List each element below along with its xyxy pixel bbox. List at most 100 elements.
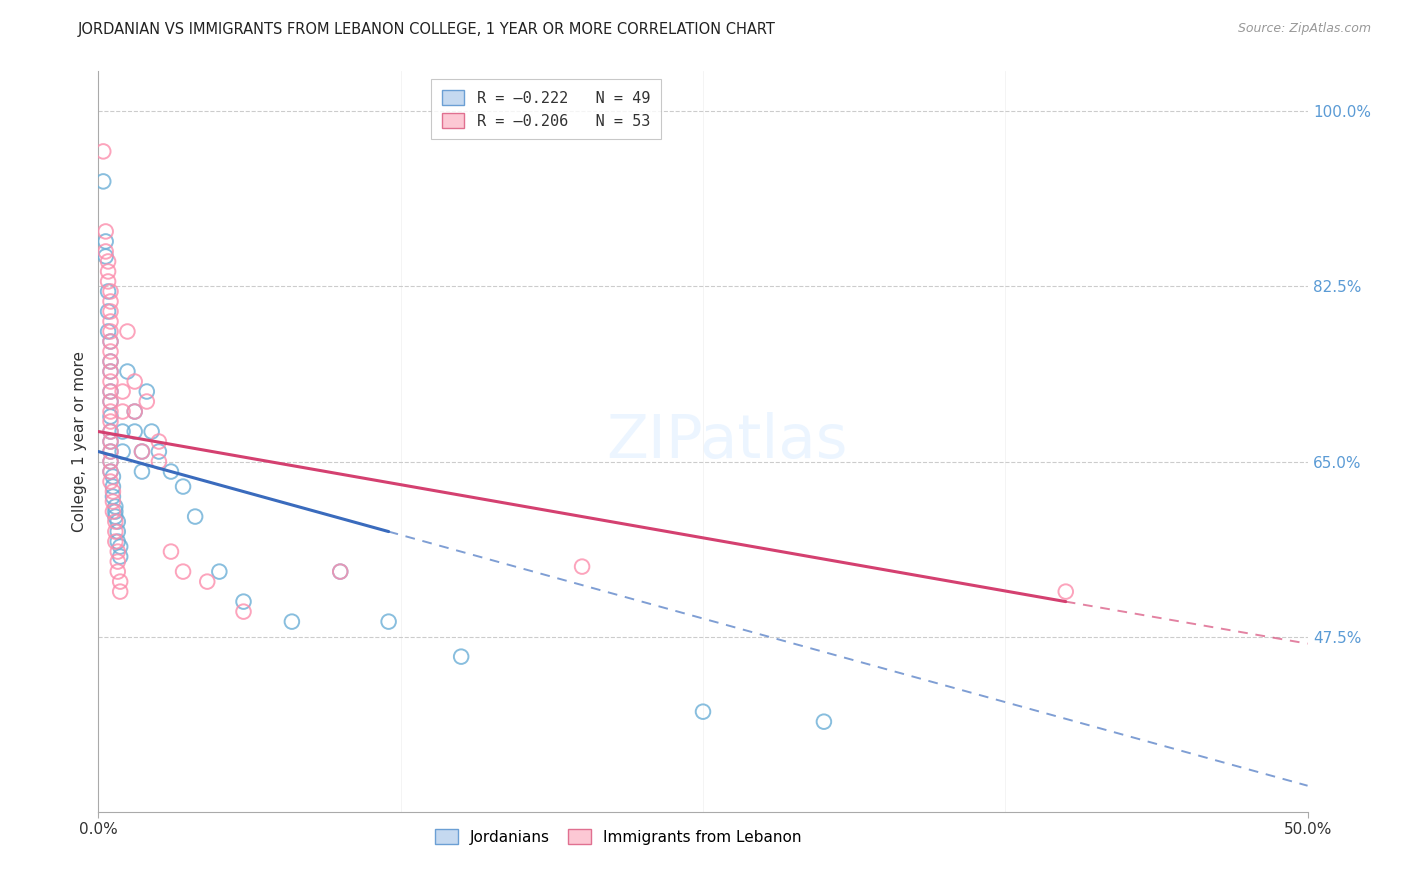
Point (100, 294, 122, 309)
Text: Source: ZipAtlas.com: Source: ZipAtlas.com (1237, 22, 1371, 36)
Point (100, 314, 122, 328)
Point (377, 615, 399, 629)
Point (232, 594, 254, 608)
Point (101, 490, 124, 504)
Point (329, 565, 352, 579)
Point (100, 454, 122, 468)
Point (100, 285, 122, 299)
Point (450, 649, 472, 664)
Point (101, 505, 124, 519)
Point (107, 515, 129, 529)
Point (131, 465, 153, 479)
Point (101, 494, 124, 508)
Point (108, 574, 131, 589)
Point (111, 425, 134, 439)
Text: JORDANIAN VS IMMIGRANTS FROM LEBANON COLLEGE, 1 YEAR OR MORE CORRELATION CHART: JORDANIAN VS IMMIGRANTS FROM LEBANON COL… (77, 22, 775, 37)
Point (100, 409, 122, 424)
Text: ZIPatlas: ZIPatlas (606, 412, 848, 471)
Point (124, 404, 146, 418)
Point (100, 384, 122, 399)
Point (100, 415, 122, 429)
Point (100, 465, 122, 479)
Point (124, 404, 146, 418)
Point (813, 714, 835, 729)
Point (100, 425, 122, 439)
Point (184, 509, 207, 524)
Point (91, 174, 114, 188)
Point (141, 425, 163, 439)
Point (100, 444, 122, 458)
Point (100, 364, 122, 378)
Point (91, 145, 114, 159)
Y-axis label: College, 1 year or more: College, 1 year or more (72, 351, 87, 532)
Point (107, 555, 129, 569)
Point (100, 434, 122, 449)
Point (97, 254, 120, 268)
Point (172, 565, 194, 579)
Point (148, 454, 170, 468)
Point (160, 544, 183, 558)
Point (100, 475, 122, 489)
Point (100, 325, 122, 339)
Point (100, 344, 122, 359)
Point (195, 574, 218, 589)
Point (100, 334, 122, 349)
Point (148, 434, 170, 449)
Point (100, 364, 122, 378)
Point (100, 304, 122, 318)
Point (101, 479, 124, 493)
Point (107, 534, 129, 549)
Point (117, 325, 139, 339)
Point (131, 444, 153, 458)
Point (692, 705, 714, 719)
Point (94, 244, 117, 259)
Point (148, 444, 170, 458)
Point (100, 334, 122, 349)
Point (571, 559, 593, 574)
Point (1054, 584, 1077, 599)
Point (160, 465, 183, 479)
Point (101, 484, 124, 499)
Point (111, 444, 134, 458)
Point (104, 534, 127, 549)
Point (94, 235, 117, 249)
Point (172, 479, 194, 493)
Point (100, 465, 122, 479)
Point (97, 285, 120, 299)
Point (104, 500, 127, 514)
Point (100, 444, 122, 458)
Point (97, 304, 120, 318)
Point (100, 425, 122, 439)
Point (111, 404, 134, 418)
Point (107, 565, 129, 579)
Point (94, 224, 117, 238)
Point (329, 565, 352, 579)
Point (104, 515, 127, 529)
Point (232, 605, 254, 619)
Point (124, 375, 146, 389)
Point (100, 394, 122, 409)
Point (94, 250, 117, 264)
Point (100, 404, 122, 418)
Point (97, 264, 120, 278)
Point (97, 325, 120, 339)
Point (100, 375, 122, 389)
Point (97, 275, 120, 289)
Point (131, 444, 153, 458)
Legend: Jordanians, Immigrants from Lebanon: Jordanians, Immigrants from Lebanon (427, 821, 810, 852)
Point (104, 505, 127, 519)
Point (135, 384, 157, 399)
Point (100, 354, 122, 368)
Point (104, 524, 127, 539)
Point (108, 549, 131, 564)
Point (208, 565, 231, 579)
Point (100, 354, 122, 368)
Point (108, 540, 131, 554)
Point (281, 615, 304, 629)
Point (100, 434, 122, 449)
Point (101, 469, 124, 483)
Point (107, 544, 129, 558)
Point (108, 584, 131, 599)
Point (117, 364, 139, 378)
Point (111, 384, 134, 399)
